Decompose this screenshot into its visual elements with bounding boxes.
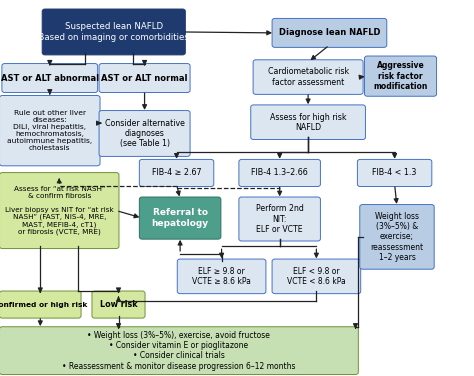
FancyBboxPatch shape [0,96,100,166]
Text: FIB-4 1.3–2.66: FIB-4 1.3–2.66 [251,168,308,177]
Text: ELF < 9.8 or
VCTE < 8.6 kPa: ELF < 9.8 or VCTE < 8.6 kPa [287,267,346,286]
Text: Assess for high risk
NAFLD: Assess for high risk NAFLD [270,112,346,132]
Text: FIB-4 ≥ 2.67: FIB-4 ≥ 2.67 [152,168,201,177]
FancyBboxPatch shape [360,205,434,269]
FancyBboxPatch shape [357,159,432,186]
FancyBboxPatch shape [253,60,363,94]
FancyBboxPatch shape [239,197,320,241]
FancyBboxPatch shape [99,111,190,156]
Text: Cardiometabolic risk
factor assessment: Cardiometabolic risk factor assessment [267,67,349,87]
Text: AST or ALT normal: AST or ALT normal [101,74,188,82]
FancyBboxPatch shape [177,259,266,294]
FancyBboxPatch shape [2,64,98,92]
Text: FIB-4 < 1.3: FIB-4 < 1.3 [373,168,417,177]
FancyBboxPatch shape [239,159,320,186]
Text: Low risk: Low risk [100,300,137,309]
FancyBboxPatch shape [365,56,437,96]
Text: • Weight loss (3%–5%), exercise, avoid fructose
• Consider vitamin E or pioglita: • Weight loss (3%–5%), exercise, avoid f… [62,331,296,371]
Text: Diagnose lean NAFLD: Diagnose lean NAFLD [279,29,380,37]
Text: Perform 2nd
NIT:
ELF or VCTE: Perform 2nd NIT: ELF or VCTE [255,204,304,234]
Text: Consider alternative
diagnoses
(see Table 1): Consider alternative diagnoses (see Tabl… [105,118,184,149]
FancyBboxPatch shape [272,18,387,47]
Text: Suspected lean NAFLD
(Based on imaging or comorbidities): Suspected lean NAFLD (Based on imaging o… [35,22,192,42]
FancyBboxPatch shape [99,64,190,92]
Text: Rule out other liver
diseases:
DILI, viral hepatitis,
hemochromatosis,
autoimmun: Rule out other liver diseases: DILI, vir… [7,110,92,151]
FancyBboxPatch shape [0,291,81,318]
Text: ELF ≥ 9.8 or
VCTE ≥ 8.6 kPa: ELF ≥ 9.8 or VCTE ≥ 8.6 kPa [192,267,251,286]
FancyBboxPatch shape [42,9,185,55]
FancyBboxPatch shape [251,105,365,139]
FancyBboxPatch shape [92,291,145,318]
FancyBboxPatch shape [272,259,361,294]
Text: AST or ALT abnormal: AST or ALT abnormal [0,74,99,82]
FancyBboxPatch shape [139,159,214,186]
Text: Referral to
hepatology: Referral to hepatology [152,208,209,228]
Text: Weight loss
(3%–5%) &
exercise;
reassessment
1–2 years: Weight loss (3%–5%) & exercise; reassess… [370,212,424,262]
Text: Confirmed or high risk: Confirmed or high risk [0,302,88,308]
Text: Assess for “at risk NASH”
& confirm fibrosis

Liver biopsy vs NIT for “at risk
N: Assess for “at risk NASH” & confirm fibr… [5,186,114,235]
FancyBboxPatch shape [0,327,358,374]
Text: Aggressive
risk factor
modification: Aggressive risk factor modification [374,61,428,91]
FancyBboxPatch shape [0,173,119,249]
FancyBboxPatch shape [139,197,221,239]
